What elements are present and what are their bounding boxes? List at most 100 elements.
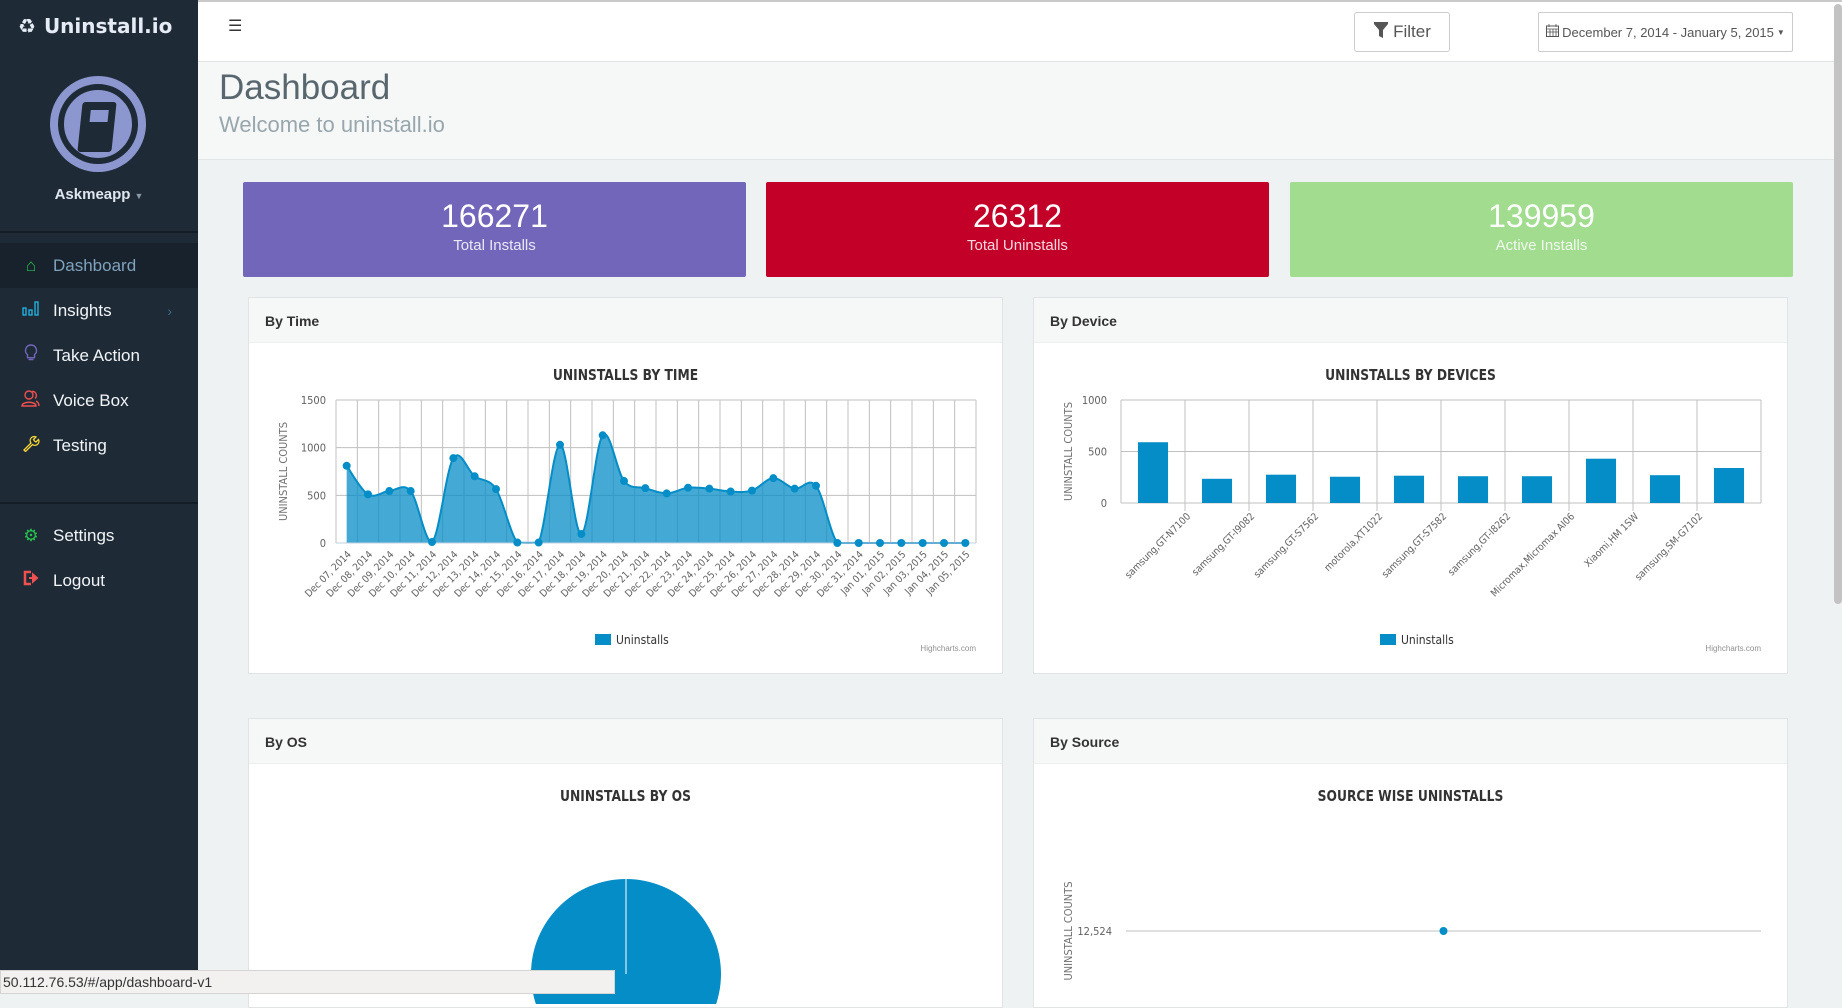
caret-down-icon: ▼ xyxy=(134,191,144,201)
panel-title: By Device xyxy=(1034,298,1787,343)
data-point xyxy=(449,454,458,463)
sidebar-item-label: Insights xyxy=(53,300,112,320)
avatar-ring xyxy=(58,84,138,164)
stat-total-installs: 166271 Total Installs xyxy=(243,182,746,277)
stat-label: Total Uninstalls xyxy=(967,237,1068,254)
data-point xyxy=(385,487,394,496)
scrollbar[interactable] xyxy=(1834,4,1842,604)
gear-icon: ⚙ xyxy=(23,525,39,545)
sidebar-item-label: Testing xyxy=(53,435,107,455)
y-tick-label: 12,524 xyxy=(1077,925,1112,938)
chart-title: UNINSTALLS BY DEVICES xyxy=(1325,366,1496,384)
data-point xyxy=(833,539,842,547)
legend-label: Uninstalls xyxy=(1401,633,1454,647)
y-tick-label: 1000 xyxy=(301,442,326,455)
sidebar-item-label: Dashboard xyxy=(53,255,137,275)
panel-by-os: By OS UNINSTALLS BY OS xyxy=(248,718,1003,1008)
data-point xyxy=(598,431,607,440)
y-tick-label: 1000 xyxy=(1082,394,1107,407)
sidebar-item-logout[interactable]: Logout xyxy=(0,558,198,603)
sidebar-item-insights[interactable]: Insights › xyxy=(0,288,198,333)
x-tick-label: Xiaomi,HM 1SW xyxy=(1583,511,1641,569)
sidebar-item-testing[interactable]: Testing xyxy=(0,423,198,468)
data-point xyxy=(684,483,692,492)
data-point xyxy=(662,489,671,498)
x-tick-label: samsung,GT-I9082 xyxy=(1190,511,1257,578)
stat-value: 139959 xyxy=(1488,198,1595,234)
data-point xyxy=(854,539,863,547)
y-tick-label: 0 xyxy=(320,537,326,550)
data-point xyxy=(406,487,415,496)
y-tick-label: 0 xyxy=(1101,497,1107,510)
username: Askmeapp xyxy=(54,186,131,203)
data-point xyxy=(769,474,778,483)
sidebar-item-dashboard[interactable]: ⌂ Dashboard xyxy=(0,243,198,288)
data-point xyxy=(641,484,650,493)
area-fill xyxy=(346,434,966,543)
bar xyxy=(1329,476,1361,503)
calendar-icon xyxy=(1546,24,1560,40)
x-tick-label: samsung,SM-G7102 xyxy=(1633,511,1705,583)
brand[interactable]: ♻ Uninstall.io xyxy=(0,0,198,52)
y-axis-label: UNINSTALL COUNTS xyxy=(1062,402,1075,501)
page-title: Dashboard xyxy=(219,68,391,107)
data-point xyxy=(812,481,820,490)
data-point xyxy=(961,539,970,547)
divider xyxy=(0,231,198,233)
main-nav: ⌂ Dashboard Insights › Take Action Voice… xyxy=(0,243,198,468)
x-tick-label: samsung,GT-N7100 xyxy=(1123,511,1193,581)
panel-title: By Time xyxy=(249,298,1002,343)
bar xyxy=(1393,475,1425,503)
caret-down-icon: ▼ xyxy=(1776,27,1785,37)
data-point xyxy=(428,538,436,547)
avatar[interactable] xyxy=(50,76,146,172)
bar xyxy=(1713,467,1745,503)
stat-value: 166271 xyxy=(441,198,548,234)
x-tick-label: samsung,GT-S7562 xyxy=(1252,511,1321,580)
data-point xyxy=(897,539,906,547)
bar-chart-icon xyxy=(20,300,42,321)
status-url: 50.112.76.53/#/app/dashboard-v1 xyxy=(0,970,615,994)
lightbulb-icon xyxy=(20,344,42,367)
data-point xyxy=(876,539,884,547)
stat-total-uninstalls: 26312 Total Uninstalls xyxy=(766,182,1269,277)
filter-icon xyxy=(1373,21,1389,44)
legend-swatch xyxy=(1380,634,1396,645)
sidebar-item-label: Voice Box xyxy=(53,390,129,410)
panel-by-source: By Source SOURCE WISE UNINSTALLS 12,524 U… xyxy=(1033,718,1788,1008)
data-point xyxy=(918,539,927,547)
y-tick-label: 1500 xyxy=(301,394,326,407)
sidebar: ♻ Uninstall.io Askmeapp ▼ ⌂ Dashboard Ins… xyxy=(0,0,198,994)
sidebar-item-voice-box[interactable]: Voice Box xyxy=(0,378,198,423)
credits: Highcharts.com xyxy=(920,644,976,653)
data-point xyxy=(556,440,564,449)
sidebar-item-take-action[interactable]: Take Action xyxy=(0,333,198,378)
wrench-icon xyxy=(20,434,42,457)
y-axis-label: UNINSTALL COUNTS xyxy=(1062,881,1075,980)
logout-icon xyxy=(20,570,42,591)
sidebar-item-label: Take Action xyxy=(53,345,140,365)
data-point xyxy=(470,472,479,481)
sidebar-item-label: Settings xyxy=(53,525,115,545)
x-tick-label: motorola,XT1022 xyxy=(1323,511,1386,574)
data-point xyxy=(940,539,948,547)
credits: Highcharts.com xyxy=(1705,644,1761,653)
data-point xyxy=(620,477,628,486)
chart-title: SOURCE WISE UNINSTALLS xyxy=(1317,787,1504,805)
sidebar-item-settings[interactable]: ⚙ Settings xyxy=(0,513,198,558)
data-point xyxy=(748,486,756,495)
bottom-nav: ⚙ Settings Logout xyxy=(0,513,198,603)
data-point xyxy=(534,538,543,547)
date-range-picker[interactable]: December 7, 2014 - January 5, 2015 ▼ xyxy=(1538,12,1793,52)
bar xyxy=(1585,458,1617,503)
page-header: Dashboard Welcome to uninstall.io xyxy=(198,62,1834,160)
panel-by-time: By Time UNINSTALLS BY TIME 0 500 1000 1500 U… xyxy=(248,297,1003,674)
device-chart: 0 500 1000 UNINSTALL COUNTS samsung,GT-N7100… xyxy=(1062,394,1762,653)
home-icon: ⌂ xyxy=(25,255,37,275)
user-menu[interactable]: Askmeapp ▼ xyxy=(0,186,198,203)
x-tick-label: samsung,GT-S7582 xyxy=(1380,511,1449,580)
legend-swatch xyxy=(595,634,611,645)
panel-by-device: By Device UNINSTALLS BY DEVICES 0 500 1000… xyxy=(1033,297,1788,674)
filter-button[interactable]: Filter xyxy=(1354,12,1450,52)
menu-icon[interactable]: ☰ xyxy=(228,18,243,35)
